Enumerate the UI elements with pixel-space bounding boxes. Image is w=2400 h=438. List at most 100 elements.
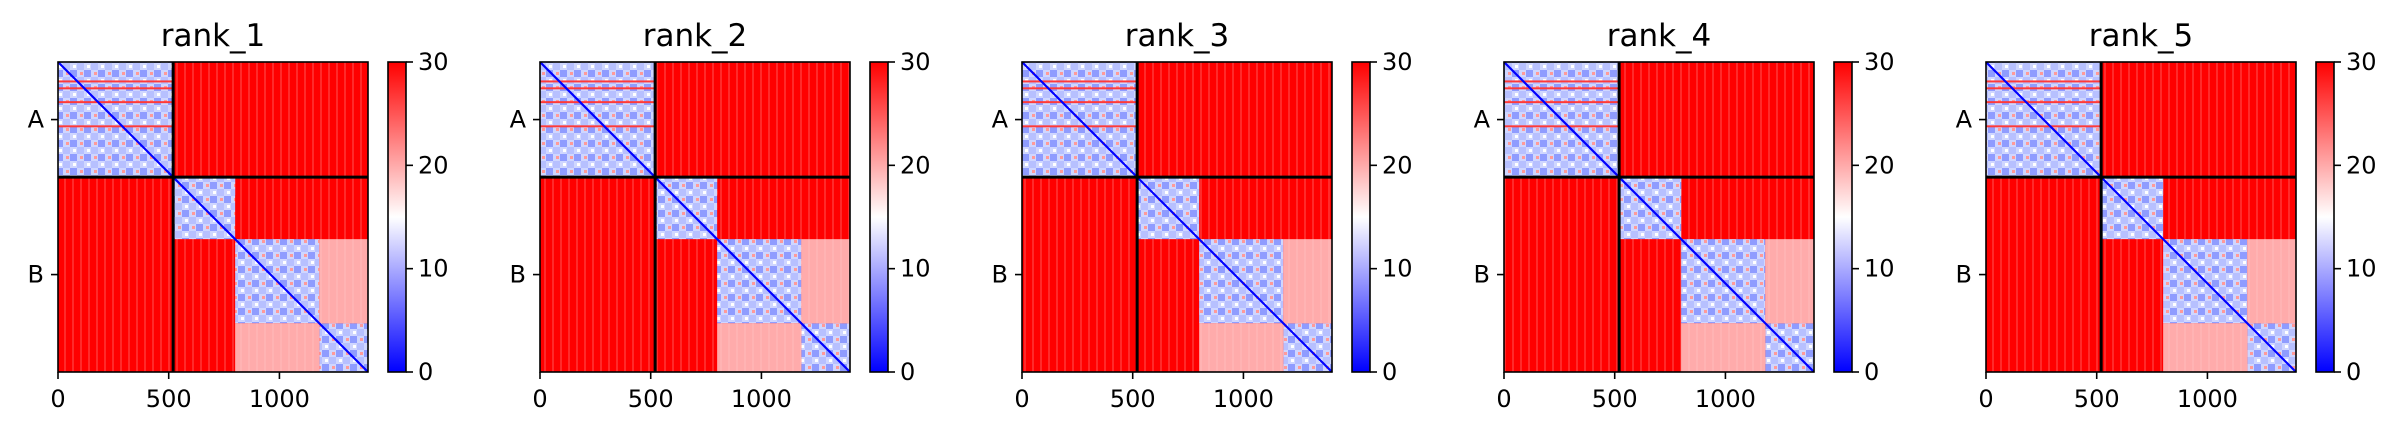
x-tick-label: 0 — [1496, 385, 1511, 413]
colorbar-tick-label: 10 — [418, 255, 449, 283]
colorbar — [388, 62, 406, 372]
heatmap-streak — [58, 80, 174, 83]
colorbar — [2316, 62, 2334, 372]
y-tick-label: B — [510, 261, 526, 289]
colorbar-tick-label: 0 — [1864, 358, 1879, 386]
colorbar-tick-label: 10 — [2346, 255, 2377, 283]
heatmap-streak — [58, 87, 174, 90]
heatmap-offdiag-B — [1765, 239, 1814, 324]
colorbar — [1352, 62, 1370, 372]
colorbar-tick-label: 20 — [900, 151, 931, 179]
panel-4: rank_4 0 500 1000 A B 0 10 20 30 — [1474, 18, 1895, 413]
heatmap-offdiag-B — [1681, 323, 1766, 372]
heatmap-strip-B — [655, 177, 718, 196]
colorbar-tick-label: 30 — [418, 48, 449, 76]
x-tick-label: 0 — [1978, 385, 1993, 413]
heatmap-streak — [1022, 101, 1138, 104]
heatmap-streak — [1504, 80, 1620, 83]
colorbar-frame — [2315, 61, 2335, 373]
colorbar-tick-label: 10 — [900, 255, 931, 283]
colorbar-tick-label: 10 — [1382, 255, 1413, 283]
colorbar-tick-label: 30 — [1864, 48, 1895, 76]
heatmap-streak — [1504, 101, 1620, 104]
x-tick-label: 1000 — [249, 385, 310, 413]
x-tick-label: 1000 — [2177, 385, 2238, 413]
colorbar-frame — [1351, 61, 1371, 373]
heatmap-offdiag-B — [801, 239, 850, 324]
y-tick-label: A — [1956, 106, 1973, 134]
heatmap-streak — [540, 125, 656, 128]
heatmap-streak — [540, 87, 656, 90]
y-tick-label: A — [992, 106, 1009, 134]
x-tick-label: 500 — [1592, 385, 1638, 413]
heatmap-offdiag-B — [1283, 239, 1332, 324]
panel-title: rank_5 — [2089, 18, 2194, 54]
colorbar-frame — [1833, 61, 1853, 373]
heatmap-streak — [1022, 125, 1138, 128]
colorbar-tick-label: 20 — [418, 151, 449, 179]
x-tick-label: 500 — [2074, 385, 2120, 413]
heatmap-offdiag-B — [2247, 239, 2296, 324]
panel-title: rank_4 — [1607, 18, 1712, 54]
heatmap-streak — [1022, 87, 1138, 90]
heatmap-offdiag-B — [717, 323, 802, 372]
colorbar-tick-label: 30 — [900, 48, 931, 76]
y-tick-label: B — [1956, 261, 1972, 289]
heatmap-frame — [1985, 61, 2297, 373]
heatmap-diagonal — [539, 61, 851, 373]
x-tick-label: 0 — [1014, 385, 1029, 413]
colorbar-frame — [869, 61, 889, 373]
heatmap-diagonal — [1503, 61, 1815, 373]
colorbar — [1834, 62, 1852, 372]
heatmap-streak — [1022, 80, 1138, 83]
colorbar-tick-label: 30 — [2346, 48, 2377, 76]
heatmap-frame — [1021, 61, 1333, 373]
x-tick-label: 500 — [1110, 385, 1156, 413]
heatmap-diagonal — [57, 61, 369, 373]
heatmap-frame — [539, 61, 851, 373]
colorbar-tick-label: 20 — [1382, 151, 1413, 179]
colorbar-tick-label: 20 — [1864, 151, 1895, 179]
heatmap-offdiag-B — [319, 239, 368, 324]
panel-title: rank_1 — [161, 18, 266, 54]
heatmap-strip-B — [1619, 177, 1682, 196]
heatmap-streak — [540, 80, 656, 83]
colorbar-tick-label: 10 — [1864, 255, 1895, 283]
x-tick-label: 500 — [628, 385, 674, 413]
y-tick-label: A — [510, 106, 527, 134]
heatmap-offdiag-B — [235, 323, 320, 372]
panel-2: rank_2 0 500 1000 A B 0 10 20 30 — [510, 18, 931, 413]
colorbar-tick-label: 0 — [418, 358, 433, 386]
heatmap-streak — [1986, 101, 2102, 104]
panel-1: rank_1 0 500 1000 A B 0 10 20 30 — [28, 18, 449, 413]
panel-title: rank_2 — [643, 18, 748, 54]
heatmap-streak — [1986, 80, 2102, 83]
heatmap-streak — [1504, 87, 1620, 90]
y-tick-label: B — [28, 261, 44, 289]
panel-3: rank_3 0 500 1000 A B 0 10 20 30 — [992, 18, 1413, 413]
heatmap-streak — [540, 101, 656, 104]
colorbar-tick-label: 0 — [1382, 358, 1397, 386]
colorbar — [870, 62, 888, 372]
heatmap-streak — [58, 101, 174, 104]
heatmap-frame — [1503, 61, 1815, 373]
heatmap-strip-B — [173, 177, 236, 196]
heatmap-strip-B — [1137, 177, 1200, 196]
heatmap-strip-B — [2101, 177, 2164, 196]
heatmap-diagonal — [1021, 61, 1333, 373]
heatmap-frame — [57, 61, 369, 373]
x-tick-label: 0 — [50, 385, 65, 413]
heatmap-streak — [58, 125, 174, 128]
heatmap-offdiag-B — [1199, 323, 1284, 372]
x-tick-label: 0 — [532, 385, 547, 413]
y-tick-label: B — [1474, 261, 1490, 289]
heatmap-offdiag-B — [2163, 323, 2248, 372]
colorbar-tick-label: 20 — [2346, 151, 2377, 179]
x-tick-label: 1000 — [1213, 385, 1274, 413]
y-tick-label: A — [1474, 106, 1491, 134]
panel-title: rank_3 — [1125, 18, 1230, 54]
y-tick-label: A — [28, 106, 45, 134]
colorbar-tick-label: 0 — [900, 358, 915, 386]
x-tick-label: 1000 — [1695, 385, 1756, 413]
